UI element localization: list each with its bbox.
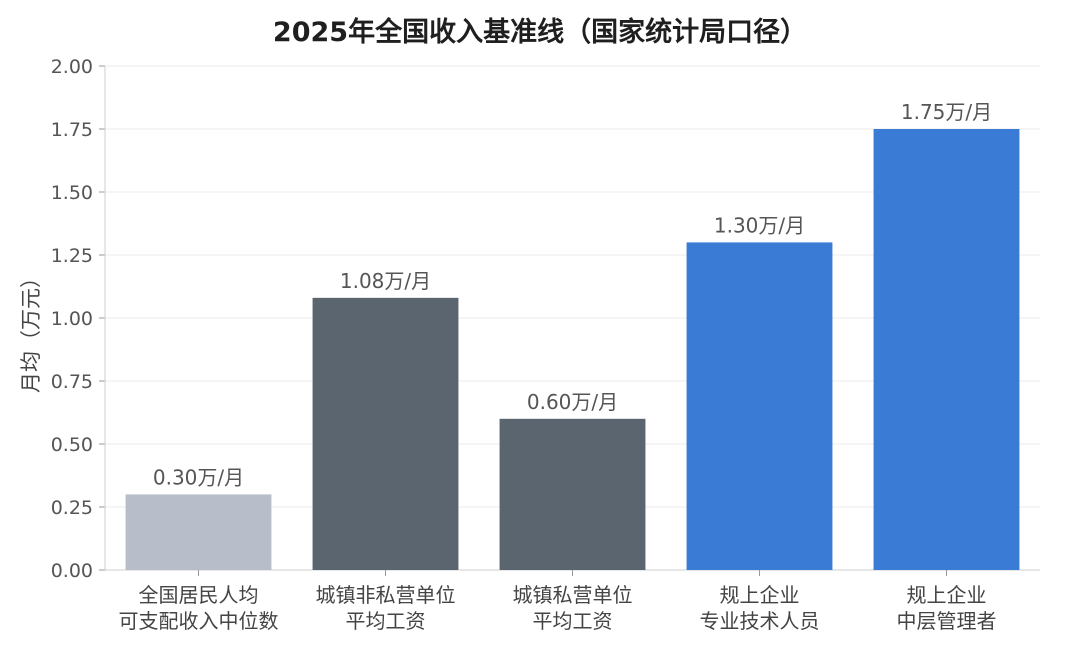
y-tick-label: 1.25	[51, 245, 93, 267]
bar	[686, 242, 833, 570]
y-tick-label: 1.75	[51, 119, 93, 141]
data-label: 0.60万/月	[527, 390, 618, 414]
bars	[125, 129, 1020, 570]
x-tick-label: 城镇私营单位	[513, 583, 633, 607]
x-tick-label: 规上企业	[720, 583, 800, 607]
bar	[873, 129, 1020, 570]
bar	[499, 418, 646, 570]
y-tick-label: 0.50	[51, 434, 93, 456]
x-tick-label: 平均工资	[346, 609, 426, 633]
x-tick-label: 规上企业	[907, 583, 987, 607]
data-label: 1.75万/月	[901, 100, 992, 124]
x-tick-label: 城镇非私营单位	[316, 583, 456, 607]
x-tick-label: 专业技术人员	[700, 609, 820, 633]
x-tick-label: 中层管理者	[897, 609, 997, 633]
y-tick-label: 0.75	[51, 371, 93, 393]
x-tick-label: 平均工资	[533, 609, 613, 633]
y-tick-label: 1.50	[51, 182, 93, 204]
data-label: 1.30万/月	[714, 213, 805, 237]
x-tick-label: 可支配收入中位数	[119, 609, 279, 633]
x-tick-label: 全国居民人均	[139, 583, 259, 607]
data-label: 0.30万/月	[153, 465, 244, 489]
bar	[125, 494, 272, 570]
labels: 0.30万/月全国居民人均可支配收入中位数1.08万/月城镇非私营单位平均工资0…	[119, 100, 997, 633]
bar	[312, 297, 459, 570]
data-label: 1.08万/月	[340, 269, 431, 293]
y-tick-label: 0.00	[51, 560, 93, 582]
y-tick-label: 1.00	[51, 308, 93, 330]
y-tick-label: 2.00	[51, 56, 93, 78]
y-axis-label: 月均（万元）	[19, 267, 43, 393]
y-tick-label: 0.25	[51, 497, 93, 519]
chart-title: 2025年全国收入基准线（国家统计局口径）	[272, 17, 808, 48]
